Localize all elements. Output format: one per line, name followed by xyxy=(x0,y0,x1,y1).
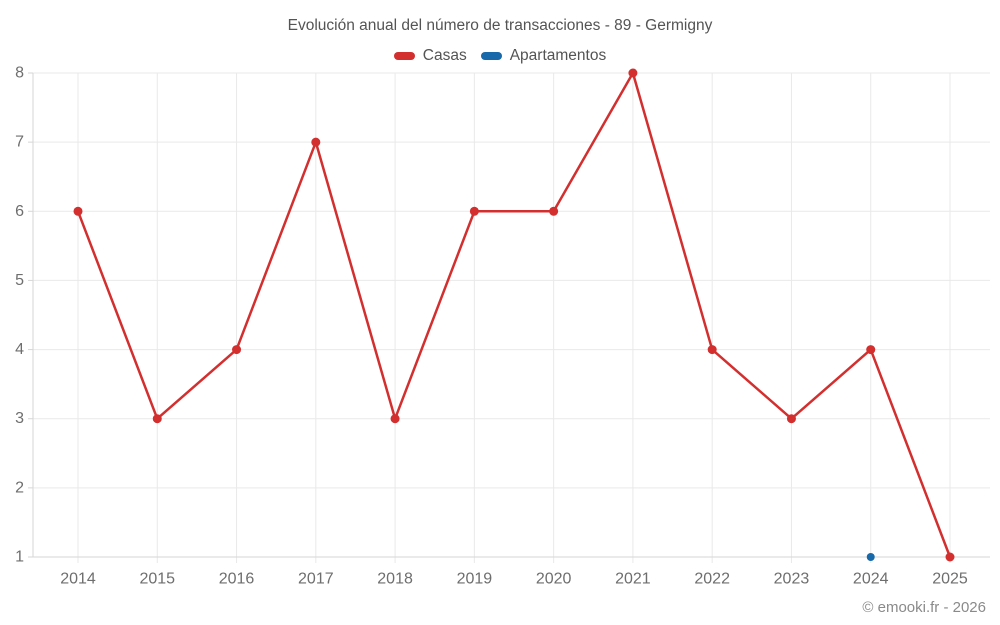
x-tick-label: 2017 xyxy=(298,571,334,588)
data-point-casas-2021[interactable] xyxy=(628,68,638,78)
y-tick-label: 3 xyxy=(15,410,24,427)
x-tick-label: 2024 xyxy=(853,571,889,588)
data-point-casas-2025[interactable] xyxy=(945,552,955,562)
data-point-casas-2022[interactable] xyxy=(707,345,717,355)
legend-item-apartamentos[interactable]: Apartamentos xyxy=(480,47,607,65)
data-point-casas-2015[interactable] xyxy=(152,414,162,424)
x-tick-label: 2022 xyxy=(694,571,730,588)
chart-title: Evolución anual del número de transaccio… xyxy=(287,17,713,34)
copyright: © emooki.fr - 2026 xyxy=(862,599,986,616)
x-tick-label: 2015 xyxy=(139,571,175,588)
data-point-casas-2014[interactable] xyxy=(73,206,83,216)
y-tick-label: 2 xyxy=(15,479,24,496)
y-tick-label: 5 xyxy=(15,272,24,289)
y-tick-label: 6 xyxy=(15,203,24,220)
x-tick-label: 2023 xyxy=(774,571,810,588)
series-line-casas xyxy=(76,71,952,559)
data-point-casas-2017[interactable] xyxy=(311,137,321,147)
x-tick-label: 2019 xyxy=(457,571,493,588)
data-point-casas-2023[interactable] xyxy=(786,414,796,424)
y-tick-label: 4 xyxy=(15,341,24,358)
legend-swatch-apartamentos xyxy=(480,52,502,60)
y-tick-label: 7 xyxy=(15,134,24,151)
x-tick-label: 2018 xyxy=(377,571,413,588)
chart-legend: Casas Apartamentos xyxy=(0,47,1000,65)
data-point-casas-2020[interactable] xyxy=(549,206,559,216)
data-point-casas-2016[interactable] xyxy=(232,345,242,355)
data-point-casas-2018[interactable] xyxy=(390,414,400,424)
legend-label-casas: Casas xyxy=(422,47,467,64)
legend-label-apartamentos: Apartamentos xyxy=(509,47,607,64)
data-point-apartamentos-2024[interactable] xyxy=(866,553,875,561)
x-tick-label: 2014 xyxy=(60,571,96,588)
legend-swatch-casas xyxy=(393,52,415,60)
y-tick-label: 1 xyxy=(15,549,24,566)
x-tick-label: 2021 xyxy=(615,571,651,588)
x-tick-label: 2016 xyxy=(219,571,255,588)
x-tick-label: 2025 xyxy=(932,571,968,588)
x-tick-label: 2020 xyxy=(536,571,572,588)
data-point-casas-2024[interactable] xyxy=(866,345,876,355)
data-point-casas-2019[interactable] xyxy=(469,206,479,216)
y-tick-label: 8 xyxy=(15,65,24,82)
legend-item-casas[interactable]: Casas xyxy=(393,47,467,65)
